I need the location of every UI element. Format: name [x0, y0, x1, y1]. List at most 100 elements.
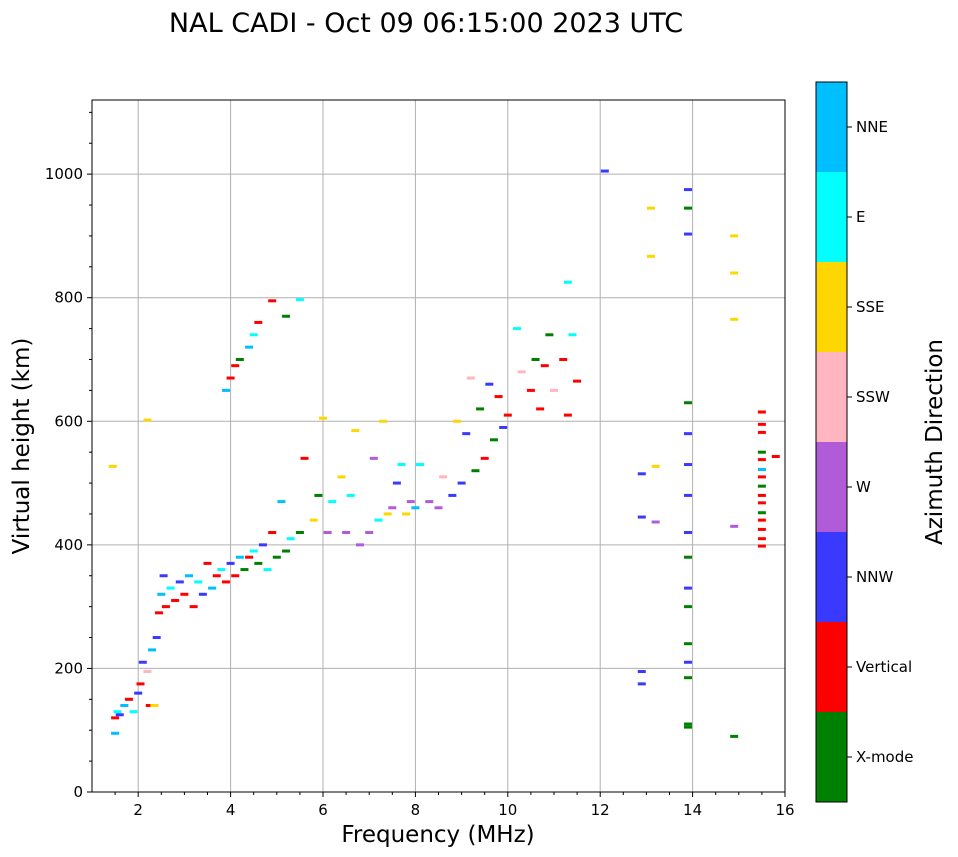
data-point — [499, 425, 508, 429]
data-point — [180, 592, 189, 596]
x-tick-label: 8 — [411, 801, 421, 819]
data-point — [683, 605, 692, 609]
data-point — [154, 611, 163, 615]
data-point — [221, 580, 230, 584]
data-point — [337, 475, 346, 479]
colorbar-swatch — [816, 532, 847, 622]
data-point — [457, 481, 466, 485]
data-point — [452, 419, 461, 423]
data-point — [462, 432, 471, 436]
data-point — [757, 450, 766, 454]
data-point — [730, 317, 739, 321]
data-point — [406, 500, 415, 504]
data-point — [683, 660, 692, 664]
data-point — [683, 463, 692, 467]
data-point — [124, 697, 133, 701]
data-point — [392, 481, 401, 485]
colorbar-label-w: W — [856, 478, 871, 496]
data-points — [108, 169, 780, 738]
data-point — [212, 574, 221, 578]
data-point — [111, 716, 120, 720]
data-point — [245, 555, 254, 559]
data-point — [485, 382, 494, 386]
data-point — [651, 520, 660, 524]
colorbar-label-sse: SSE — [856, 298, 885, 316]
data-point — [383, 512, 392, 516]
data-point — [295, 298, 304, 302]
colorbar-frame — [815, 81, 848, 803]
colorbar-swatch — [816, 82, 847, 172]
data-point — [113, 710, 122, 714]
data-point — [757, 410, 766, 414]
data-point — [249, 549, 258, 553]
data-point — [476, 407, 485, 411]
data-point — [379, 419, 388, 423]
data-point — [152, 636, 161, 640]
y-tick-label: 200 — [54, 659, 83, 677]
colorbar-label-vertical: Vertical — [856, 658, 912, 676]
data-point — [231, 364, 240, 368]
data-point — [226, 376, 235, 380]
data-point — [268, 531, 277, 534]
data-point — [425, 500, 434, 504]
data-point — [388, 506, 397, 510]
data-point — [489, 438, 498, 442]
data-point — [757, 544, 766, 548]
data-point — [434, 506, 443, 510]
colorbar-swatch — [816, 622, 847, 712]
data-point — [217, 568, 226, 572]
data-point — [272, 555, 281, 559]
data-point — [254, 561, 263, 565]
data-point — [545, 333, 554, 337]
data-point — [282, 549, 291, 553]
data-point — [683, 676, 692, 680]
data-point — [683, 206, 692, 210]
y-tick-label: 1000 — [45, 165, 83, 183]
data-point — [563, 413, 572, 417]
data-point — [374, 518, 383, 522]
y-tick-label: 0 — [73, 783, 83, 801]
colorbar-label-nne: NNE — [856, 118, 888, 136]
data-point — [757, 511, 766, 515]
x-tick-label: 16 — [775, 801, 794, 819]
data-point — [651, 464, 660, 468]
data-point — [342, 531, 351, 534]
data-point — [757, 458, 766, 462]
data-point — [194, 580, 203, 584]
data-point — [683, 232, 692, 236]
data-point — [166, 586, 175, 590]
colorbar-label-x-mode: X-mode — [856, 748, 913, 766]
colorbar-swatch — [816, 712, 847, 802]
data-point — [683, 555, 692, 559]
data-point — [730, 524, 739, 528]
x-tick-label: 4 — [226, 801, 236, 819]
data-point — [730, 234, 739, 238]
data-point — [300, 456, 309, 460]
colorbar-swatch — [816, 352, 847, 442]
data-point — [208, 586, 217, 590]
data-point — [245, 345, 254, 349]
data-point — [226, 561, 235, 565]
data-point — [563, 280, 572, 284]
data-point — [240, 568, 249, 572]
data-point — [351, 429, 360, 433]
data-point — [411, 506, 420, 510]
data-point — [637, 682, 646, 686]
data-point — [314, 493, 323, 497]
data-point — [138, 660, 147, 664]
data-point — [143, 418, 152, 422]
data-point — [254, 320, 263, 324]
data-point — [416, 463, 425, 467]
data-point — [328, 500, 337, 504]
data-point — [513, 327, 522, 331]
data-point — [683, 586, 692, 590]
data-point — [573, 379, 582, 383]
data-point — [647, 254, 656, 258]
data-point — [730, 271, 739, 275]
data-point — [277, 500, 286, 504]
data-point — [309, 518, 318, 522]
data-point — [157, 592, 166, 596]
data-point — [319, 416, 327, 420]
data-point — [683, 188, 692, 192]
